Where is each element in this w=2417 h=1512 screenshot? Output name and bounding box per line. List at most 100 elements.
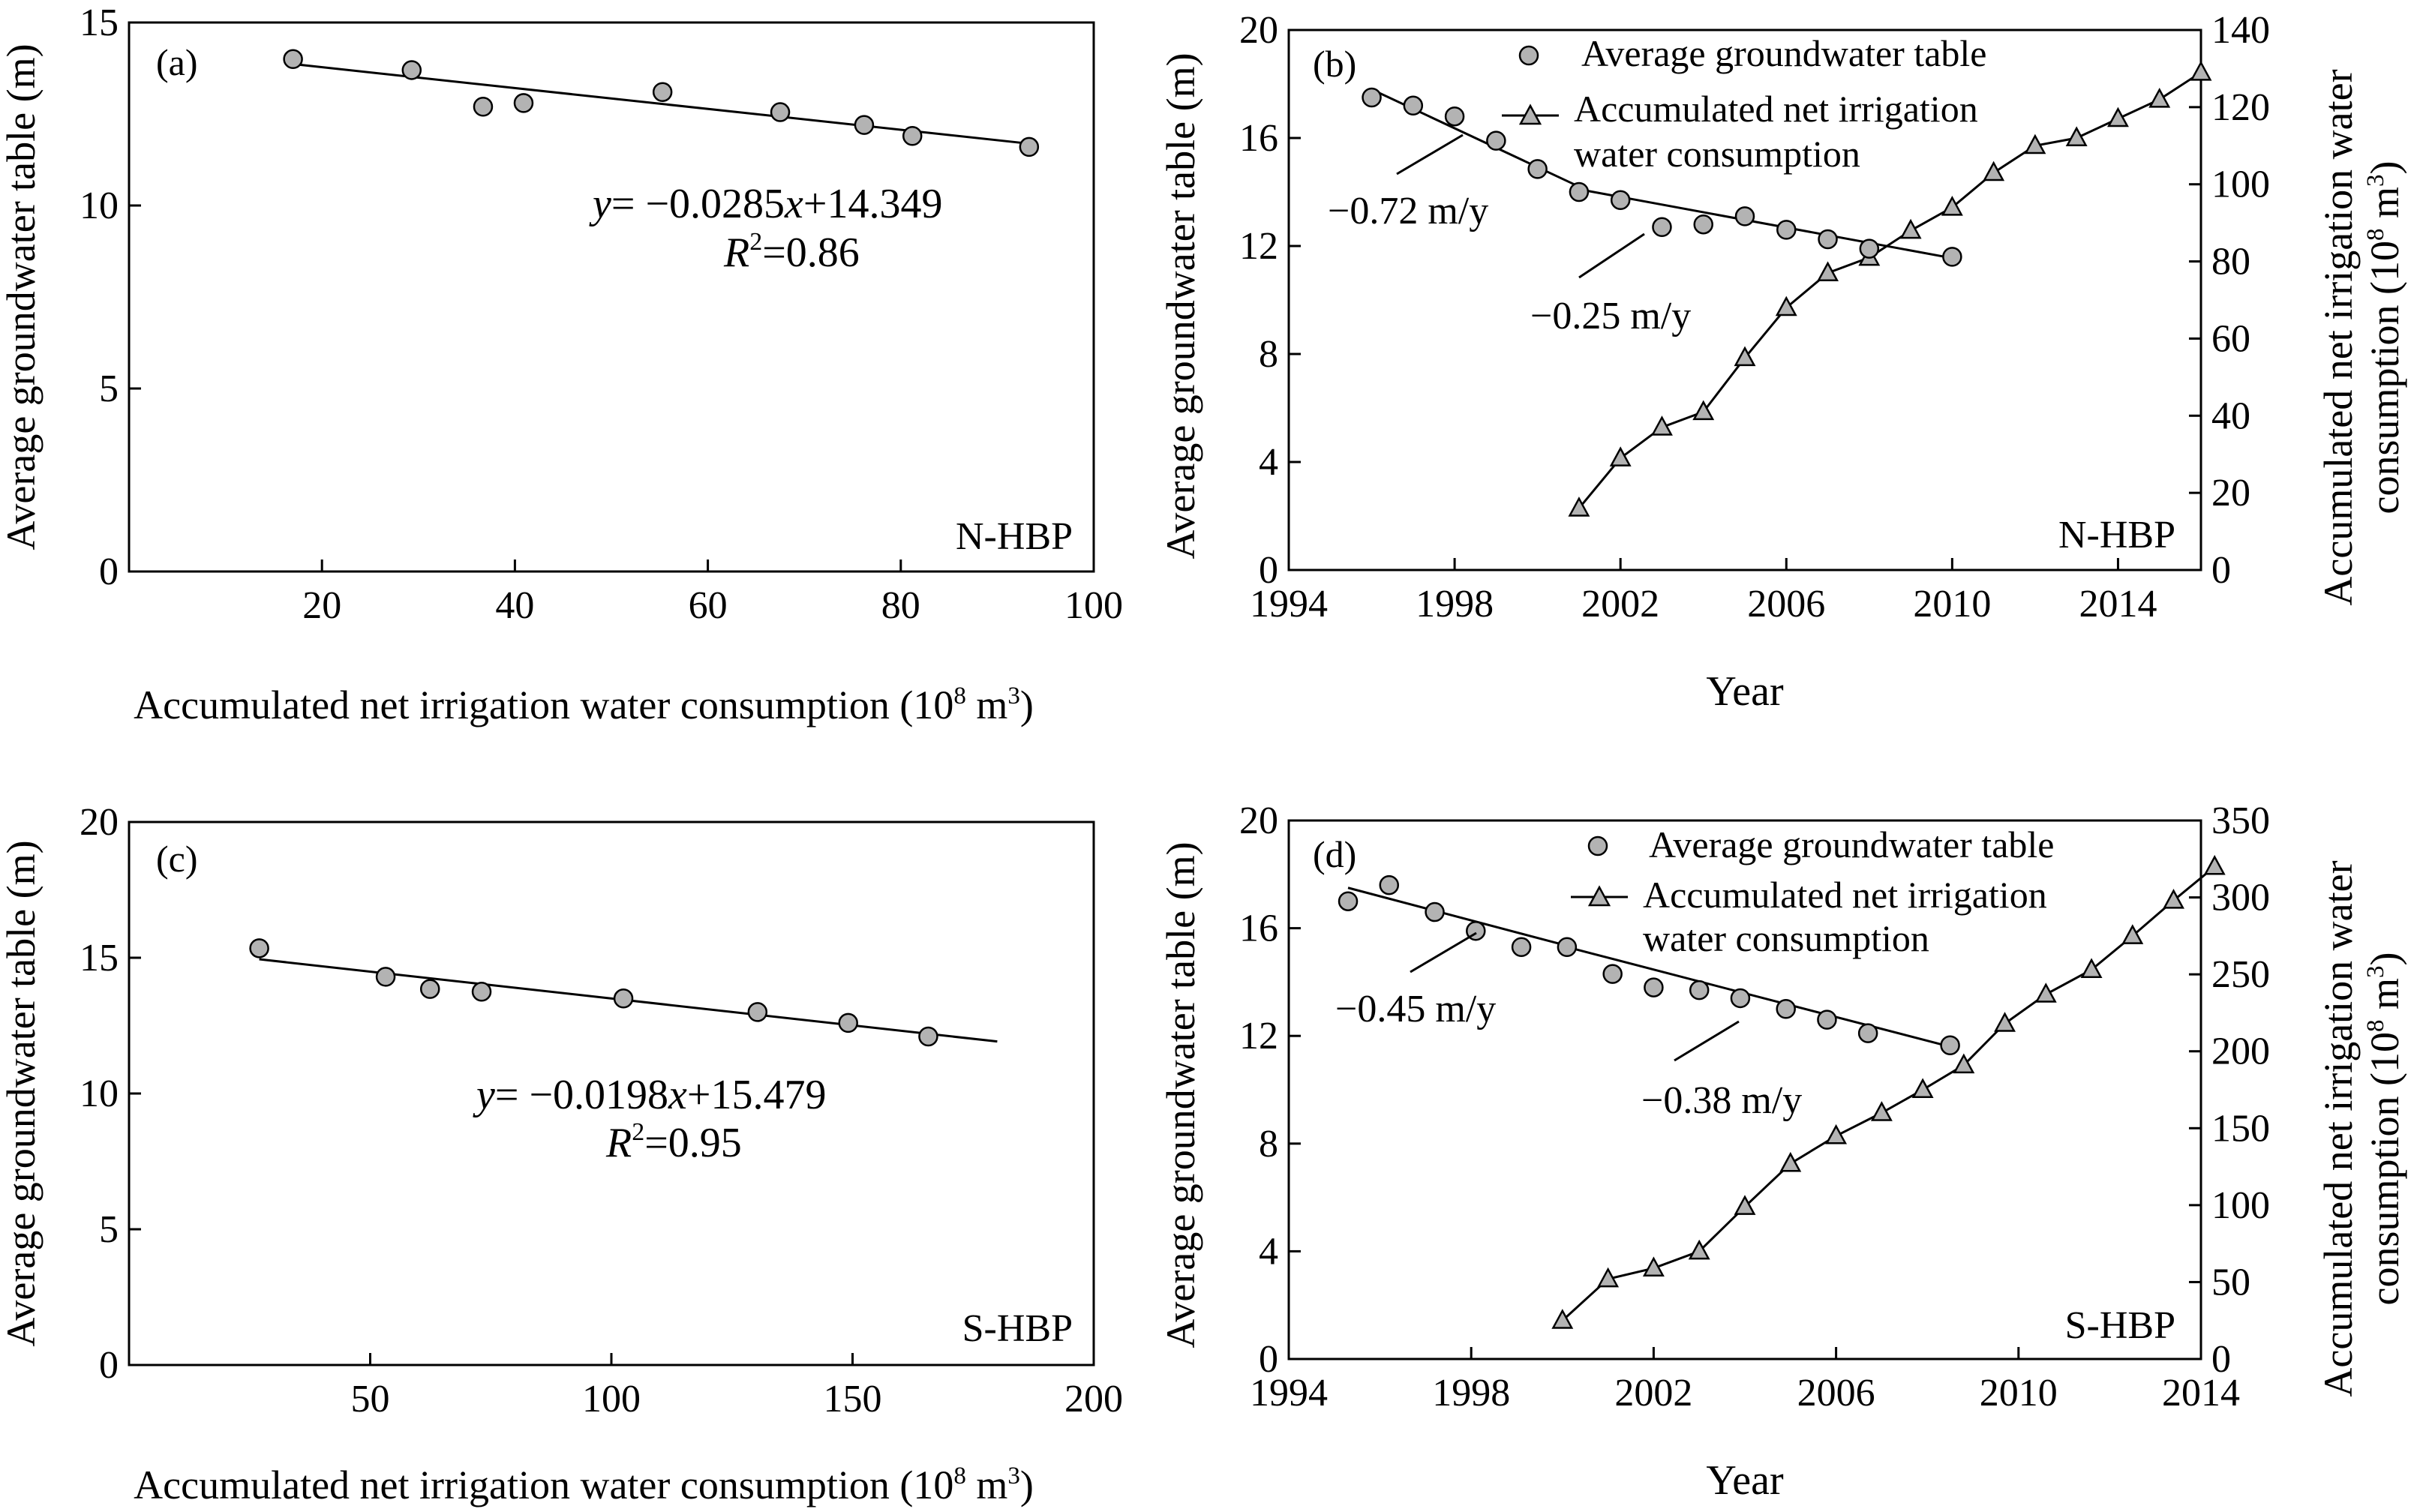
groundwater-point-b-9 xyxy=(1734,206,1755,226)
legend-label-irrigation-d-line2: water consumption xyxy=(1643,917,1929,959)
irrigation-point-d-10 xyxy=(1994,1012,2016,1032)
x-tick-label-b-5: 2014 xyxy=(2079,583,2157,626)
irrigation-point-d-9 xyxy=(1953,1053,1975,1074)
irrigation-point-d-3 xyxy=(1688,1239,1710,1260)
y2-tick-label-d-3: 150 xyxy=(2211,1107,2270,1150)
irrigation-point-b-0 xyxy=(1568,496,1590,517)
plot-frame-b xyxy=(1287,28,2202,572)
y-tick-label-b-1: 4 xyxy=(1259,441,1278,484)
y-tick-label-d-1: 4 xyxy=(1259,1230,1278,1273)
data-points-a xyxy=(283,49,1040,158)
legend-label-irrigation-b: Accumulated net irrigation xyxy=(1574,88,1978,130)
data-point-c-7 xyxy=(918,1026,938,1047)
y-tick-label-d-2: 8 xyxy=(1259,1123,1278,1166)
x-tick-label-d-5: 2014 xyxy=(2162,1372,2240,1414)
groundwater-point-d-7 xyxy=(1644,977,1664,998)
data-point-a-2 xyxy=(473,96,494,117)
y-axis-ticks-b: 0 4 8 12 16 20 xyxy=(1239,9,1301,592)
r-squared-c: R2=0.95 xyxy=(605,1118,742,1166)
trend-label-1-b: −0.72 m/y xyxy=(1328,190,1488,232)
x-tick-label-a-1: 40 xyxy=(495,584,534,627)
data-point-a-5 xyxy=(770,102,791,122)
irrigation-line-b xyxy=(1578,71,2202,509)
y-axis-ticks-a: 0 5 10 15 xyxy=(80,2,141,593)
x-axis-title-c: Accumulated net irrigation water consump… xyxy=(134,1462,1034,1508)
y-tick-label-a-2: 10 xyxy=(80,184,119,227)
panel-a: 0 5 10 15 20 40 60 80 100 (a) y= −0.0285x+14.34… xyxy=(0,2,1123,728)
y2-axis-title-b-line1: Accumulated net irrigation water xyxy=(2316,69,2361,605)
y-tick-label-c-1: 5 xyxy=(99,1208,119,1251)
groundwater-point-d-0 xyxy=(1338,891,1359,911)
groundwater-point-b-8 xyxy=(1693,214,1713,235)
trend-line-b-1 xyxy=(1578,188,1953,260)
x-tick-label-b-3: 2006 xyxy=(1747,583,1825,626)
y2-tick-label-d-5: 250 xyxy=(2211,953,2270,996)
x-tick-label-d-2: 2002 xyxy=(1614,1372,1692,1414)
region-label-b: N-HBP xyxy=(2058,514,2175,556)
region-label-c: S-HBP xyxy=(962,1307,1073,1350)
y2-axis-title-d-line1: Accumulated net irrigation water xyxy=(2316,860,2361,1396)
x-tick-label-d-1: 1998 xyxy=(1432,1372,1510,1414)
irrigation-point-d-6 xyxy=(1825,1124,1848,1144)
trend-leader-2-d xyxy=(1674,1020,1740,1062)
x-tick-label-b-4: 2010 xyxy=(1913,583,1991,626)
irrigation-point-b-11 xyxy=(2024,134,2046,154)
x-tick-label-d-3: 2006 xyxy=(1797,1372,1875,1414)
equation-a: y= −0.0285x+14.349 xyxy=(589,181,942,227)
data-point-c-1 xyxy=(375,967,396,987)
x-tick-label-d-4: 2010 xyxy=(1980,1372,2058,1414)
irrigation-point-d-7 xyxy=(1870,1101,1893,1121)
region-label-d: S-HBP xyxy=(2065,1304,2175,1347)
irrigation-point-d-12 xyxy=(2080,958,2103,978)
groundwater-point-b-7 xyxy=(1652,217,1672,238)
trend-line-b-0 xyxy=(1371,88,1580,188)
irrigation-point-d-8 xyxy=(1911,1078,1934,1098)
y2-tick-label-d-4: 200 xyxy=(2211,1030,2270,1073)
x-tick-label-c-0: 50 xyxy=(351,1378,390,1420)
irrigation-point-b-12 xyxy=(2065,126,2088,146)
legend-b: Average groundwater table Accumulated ne… xyxy=(1502,32,1986,175)
groundwater-point-d-5 xyxy=(1557,937,1578,957)
x-axis-title-b: Year xyxy=(1706,668,1784,715)
groundwater-point-d-13 xyxy=(1940,1035,1960,1056)
irrigation-point-d-11 xyxy=(2034,982,2057,1003)
legend-label-irrigation-b-line2: water consumption xyxy=(1574,133,1860,175)
y2-axis-ticks-b: 0 20 40 60 80 100 120 140 xyxy=(2189,9,2270,592)
x-tick-label-b-1: 1998 xyxy=(1416,583,1494,626)
groundwater-point-b-11 xyxy=(1818,229,1838,250)
y-axis-title-d: Average groundwater table (m) xyxy=(1158,842,1203,1348)
y2-tick-label-b-4: 80 xyxy=(2211,241,2250,284)
trend-label-2-d: −0.38 m/y xyxy=(1641,1079,1802,1122)
y2-tick-label-d-6: 300 xyxy=(2211,877,2270,920)
irrigation-point-b-10 xyxy=(1983,160,2005,182)
irrigation-point-b-6 xyxy=(1817,261,1839,281)
groundwater-point-d-8 xyxy=(1689,980,1710,1000)
y-tick-label-d-0: 0 xyxy=(1259,1338,1278,1381)
x-tick-label-a-3: 80 xyxy=(881,584,920,627)
x-tick-label-a-4: 100 xyxy=(1064,584,1123,627)
irrigation-point-d-5 xyxy=(1779,1151,1802,1172)
panel-label-b: (b) xyxy=(1313,43,1356,85)
data-point-a-0 xyxy=(283,49,303,70)
irrigation-point-d-0 xyxy=(1551,1309,1574,1329)
irrigation-line-d xyxy=(1561,866,2216,1322)
equation-c: y= −0.0198x+15.479 xyxy=(473,1072,826,1118)
x-axis-ticks-a: 20 40 60 80 100 xyxy=(302,560,1123,627)
y2-tick-label-b-2: 40 xyxy=(2211,394,2250,437)
groundwater-point-b-6 xyxy=(1610,190,1631,211)
y-tick-label-d-4: 16 xyxy=(1239,908,1278,950)
y-tick-label-c-0: 0 xyxy=(99,1344,119,1387)
groundwater-point-b-0 xyxy=(1362,87,1382,108)
y2-tick-label-b-0: 0 xyxy=(2211,549,2231,592)
irrigation-point-b-8 xyxy=(1899,218,1922,239)
data-point-a-1 xyxy=(401,60,422,80)
plot-frame-a xyxy=(128,21,1095,573)
y2-axis-title-d-line2: consumption (108 m3) xyxy=(2362,952,2407,1306)
data-point-a-4 xyxy=(652,82,673,102)
y-axis-ticks-d: 0 4 8 12 16 20 xyxy=(1239,800,1301,1381)
irrigation-point-d-15 xyxy=(2203,854,2226,875)
trend-line-d-0 xyxy=(1347,886,1568,947)
groundwater-point-b-2 xyxy=(1444,106,1465,127)
groundwater-point-d-6 xyxy=(1602,964,1623,984)
